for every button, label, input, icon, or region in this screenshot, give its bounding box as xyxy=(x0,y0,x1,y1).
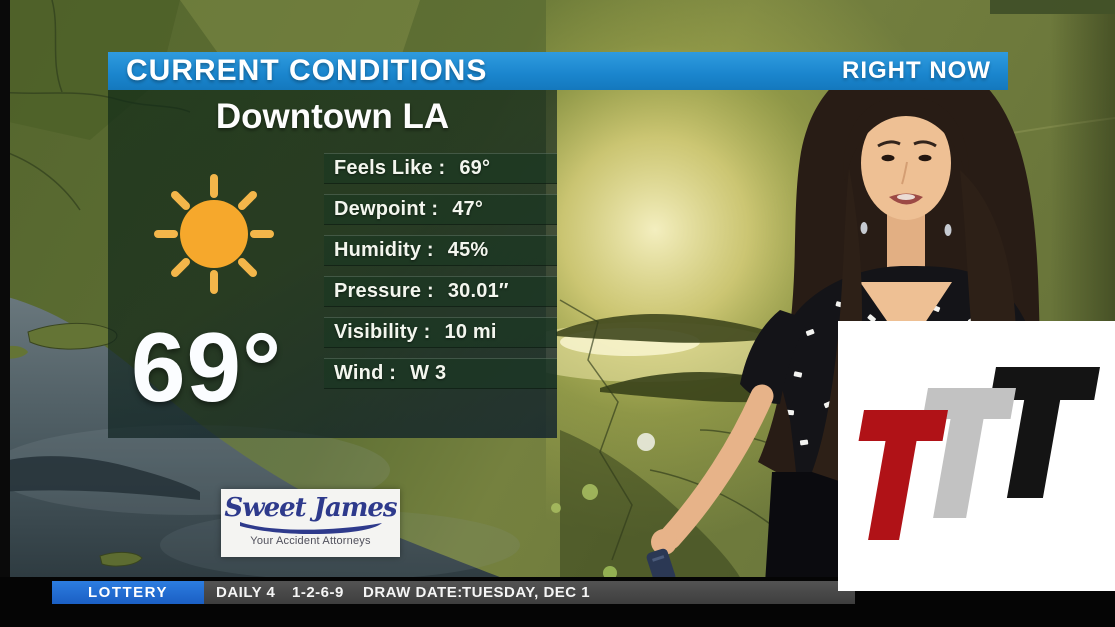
ticker-game: DAILY 4 xyxy=(216,584,276,601)
right-edge-shadow xyxy=(1050,14,1115,330)
station-logo xyxy=(838,321,1115,591)
ticker-numbers: 1-2-6-9 xyxy=(292,584,344,601)
ticker-draw-date-label: DRAW DATE: xyxy=(363,584,463,601)
presenter-teeth xyxy=(897,194,915,200)
sun-disc xyxy=(180,200,248,268)
current-temperature: 69° xyxy=(131,312,283,422)
presenter-arm xyxy=(658,384,774,550)
ttt-letter-gray xyxy=(922,388,1016,518)
stat-label: Feels Like : xyxy=(334,157,446,179)
stat-row-visibility: Visibility : 10 mi xyxy=(324,317,557,348)
presenter-clicker xyxy=(646,548,676,586)
stat-label: Visibility : xyxy=(334,321,431,343)
presenter-chest xyxy=(860,282,952,350)
glow-dot xyxy=(603,566,617,580)
presenter-eye xyxy=(918,154,932,162)
lottery-ticker: LOTTERY DAILY 4 1-2-6-9 DRAW DATE: TUESD… xyxy=(0,577,1115,627)
stat-value: 10 mi xyxy=(444,321,497,343)
stat-row-humidity: Humidity : 45% xyxy=(324,235,557,266)
right-now-label: RIGHT NOW xyxy=(842,57,991,84)
glow-dot xyxy=(637,433,655,451)
sponsor-logo: Sweet James Your Accident Attorneys xyxy=(221,489,400,557)
stat-value: 47° xyxy=(452,198,484,220)
headland-silhouette xyxy=(556,313,785,343)
stat-value: 30.01″ xyxy=(447,280,509,302)
glow-dot xyxy=(551,503,561,513)
glow-dot xyxy=(582,484,598,500)
stat-label: Dewpoint : xyxy=(334,198,439,220)
sponsor-tagline: Your Accident Attorneys xyxy=(250,535,371,547)
page-title: CURRENT CONDITIONS xyxy=(126,54,488,87)
sun-icon xyxy=(148,168,280,300)
stat-value: 45% xyxy=(447,239,489,261)
stat-row-wind: Wind : W 3 xyxy=(324,358,557,389)
presenter-earring xyxy=(944,224,952,236)
ridge-silhouette xyxy=(0,456,200,500)
map-land-patch xyxy=(0,0,180,140)
presenter-earring xyxy=(860,222,868,234)
presenter-eye xyxy=(881,154,895,162)
stat-row-dewpoint: Dewpoint : 47° xyxy=(324,194,557,225)
stat-row-pressure: Pressure : 30.01″ xyxy=(324,276,557,307)
presenter-eyebrow xyxy=(913,140,937,148)
ttt-logo xyxy=(858,367,1100,540)
presenter-nose xyxy=(901,161,908,185)
ttt-letter-black xyxy=(990,367,1100,498)
stat-value: 69° xyxy=(459,157,491,179)
header-bar: CURRENT CONDITIONS RIGHT NOW xyxy=(108,52,1008,90)
sponsor-name: Sweet James xyxy=(224,493,397,523)
presenter-sleeve xyxy=(740,310,810,404)
ticker-bar: DAILY 4 1-2-6-9 DRAW DATE: TUESDAY, DEC … xyxy=(204,581,855,604)
stat-label: Pressure : xyxy=(334,280,434,302)
sun-rays xyxy=(154,174,274,294)
top-edge-shadow xyxy=(990,0,1115,14)
stat-label: Humidity : xyxy=(334,239,434,261)
ticker-draw-date: TUESDAY, DEC 1 xyxy=(462,584,591,601)
ticker-category-chip: LOTTERY xyxy=(52,581,204,604)
island xyxy=(99,551,143,567)
stat-label: Wind : xyxy=(334,362,397,384)
presenter-hand xyxy=(651,529,677,555)
ticker-category-label: LOTTERY xyxy=(88,584,168,601)
location-title: Downtown LA xyxy=(215,97,450,136)
stat-row-feels-like: Feels Like : 69° xyxy=(324,153,557,184)
stat-value: W 3 xyxy=(410,362,447,384)
left-edge-bar xyxy=(0,0,10,627)
sponsor-swoosh xyxy=(239,522,382,534)
ttt-letter-red xyxy=(858,410,948,540)
presenter-fringe xyxy=(843,96,969,182)
presenter-eyebrow xyxy=(877,140,901,148)
coast-shadow xyxy=(560,430,750,600)
